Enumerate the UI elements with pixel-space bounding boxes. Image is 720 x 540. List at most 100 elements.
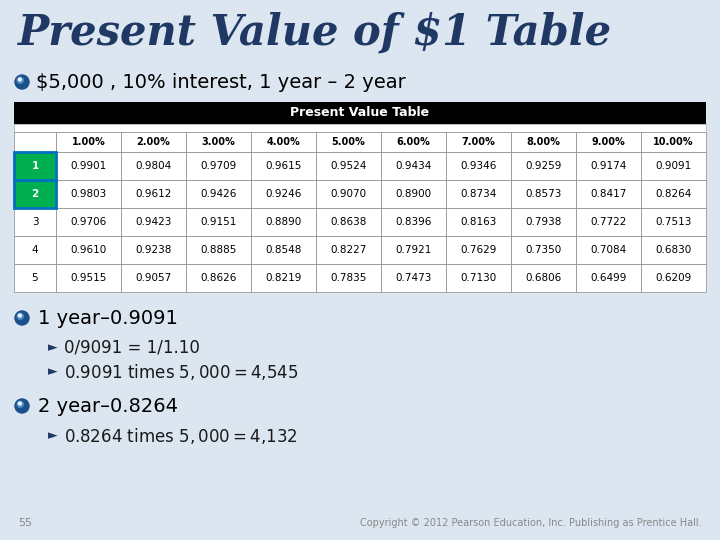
Text: 0.9174: 0.9174 <box>590 161 626 171</box>
Text: 0.8573: 0.8573 <box>526 189 562 199</box>
Text: 4.00%: 4.00% <box>266 137 300 147</box>
Bar <box>56 236 121 264</box>
Text: 0.9615: 0.9615 <box>265 161 302 171</box>
Circle shape <box>15 311 29 325</box>
Circle shape <box>17 77 23 83</box>
Bar <box>251 208 316 236</box>
Bar <box>576 180 641 208</box>
Bar <box>251 132 316 152</box>
Text: 0.7350: 0.7350 <box>526 245 562 255</box>
Bar <box>121 264 186 292</box>
Bar <box>381 236 446 264</box>
Bar <box>446 152 511 180</box>
Bar <box>576 264 641 292</box>
Bar <box>14 152 56 180</box>
Bar <box>121 180 186 208</box>
Text: 0.8264 times $5,000 = $4,132: 0.8264 times $5,000 = $4,132 <box>64 426 297 446</box>
Bar <box>316 152 381 180</box>
Text: 0.9612: 0.9612 <box>135 189 171 199</box>
Text: 0.9091: 0.9091 <box>655 161 692 171</box>
Circle shape <box>15 399 29 413</box>
Bar <box>381 208 446 236</box>
Text: 0.9803: 0.9803 <box>71 189 107 199</box>
Text: 0.8548: 0.8548 <box>265 245 302 255</box>
Bar <box>511 132 576 152</box>
Bar <box>316 264 381 292</box>
Bar <box>56 264 121 292</box>
Circle shape <box>17 401 23 407</box>
Bar <box>381 152 446 180</box>
Text: 0.9434: 0.9434 <box>395 161 432 171</box>
Bar <box>446 208 511 236</box>
Bar <box>511 264 576 292</box>
Text: 0.8219: 0.8219 <box>265 273 302 283</box>
Bar <box>446 264 511 292</box>
Text: 0.8227: 0.8227 <box>330 245 366 255</box>
Text: 0.9901: 0.9901 <box>71 161 107 171</box>
Bar <box>186 236 251 264</box>
Text: 0.7130: 0.7130 <box>460 273 497 283</box>
Bar <box>576 208 641 236</box>
Bar <box>251 264 316 292</box>
Text: 0.7921: 0.7921 <box>395 245 432 255</box>
Text: Present Value of $1 Table: Present Value of $1 Table <box>18 12 612 54</box>
Bar <box>511 180 576 208</box>
Text: $5,000 , 10% interest, 1 year – 2 year: $5,000 , 10% interest, 1 year – 2 year <box>36 72 406 91</box>
Bar <box>56 180 121 208</box>
Bar <box>576 132 641 152</box>
Text: 1: 1 <box>32 161 39 171</box>
Text: 3.00%: 3.00% <box>202 137 235 147</box>
Text: 0.7835: 0.7835 <box>330 273 366 283</box>
Text: 0.8890: 0.8890 <box>266 217 302 227</box>
Bar <box>14 102 706 124</box>
Text: 0.9515: 0.9515 <box>71 273 107 283</box>
Text: 5: 5 <box>32 273 38 283</box>
Bar <box>446 132 511 152</box>
Text: 0.7722: 0.7722 <box>590 217 626 227</box>
Text: 0.9524: 0.9524 <box>330 161 366 171</box>
Text: ►: ► <box>48 341 58 354</box>
Text: 0.8734: 0.8734 <box>460 189 497 199</box>
Bar <box>14 152 56 180</box>
Text: 0.8638: 0.8638 <box>330 217 366 227</box>
Bar <box>381 264 446 292</box>
Bar <box>641 180 706 208</box>
Text: 0.8163: 0.8163 <box>460 217 497 227</box>
Bar <box>511 208 576 236</box>
Bar <box>316 180 381 208</box>
Text: 0.9259: 0.9259 <box>526 161 562 171</box>
Bar <box>641 208 706 236</box>
Text: 0.8885: 0.8885 <box>200 245 237 255</box>
Text: 0.7513: 0.7513 <box>655 217 692 227</box>
Text: 6.00%: 6.00% <box>397 137 431 147</box>
Bar <box>14 132 56 152</box>
Text: 1.00%: 1.00% <box>71 137 105 147</box>
Bar <box>641 236 706 264</box>
Text: 9.00%: 9.00% <box>592 137 626 147</box>
Text: 0.6830: 0.6830 <box>655 245 692 255</box>
Bar <box>121 236 186 264</box>
Text: 0.9246: 0.9246 <box>265 189 302 199</box>
Bar <box>14 264 56 292</box>
Text: 0.7473: 0.7473 <box>395 273 432 283</box>
Bar <box>56 152 121 180</box>
Text: 0.8417: 0.8417 <box>590 189 626 199</box>
Text: ►: ► <box>48 429 58 442</box>
Text: 0.7938: 0.7938 <box>526 217 562 227</box>
Bar <box>251 236 316 264</box>
Text: 0.9238: 0.9238 <box>135 245 171 255</box>
Bar <box>576 236 641 264</box>
Text: 0.9070: 0.9070 <box>330 189 366 199</box>
Bar <box>14 180 56 208</box>
Bar <box>14 180 56 208</box>
Text: 0.9091 times $5,000 = $4,545: 0.9091 times $5,000 = $4,545 <box>64 362 298 382</box>
Text: 3: 3 <box>32 217 38 227</box>
Bar <box>641 264 706 292</box>
Text: 2: 2 <box>32 189 39 199</box>
Text: 0.9610: 0.9610 <box>71 245 107 255</box>
Circle shape <box>19 314 22 317</box>
Bar <box>641 152 706 180</box>
Text: 1 year–0.9091: 1 year–0.9091 <box>38 308 178 327</box>
Text: 0.7084: 0.7084 <box>590 245 626 255</box>
Text: Present Value Table: Present Value Table <box>290 106 430 119</box>
